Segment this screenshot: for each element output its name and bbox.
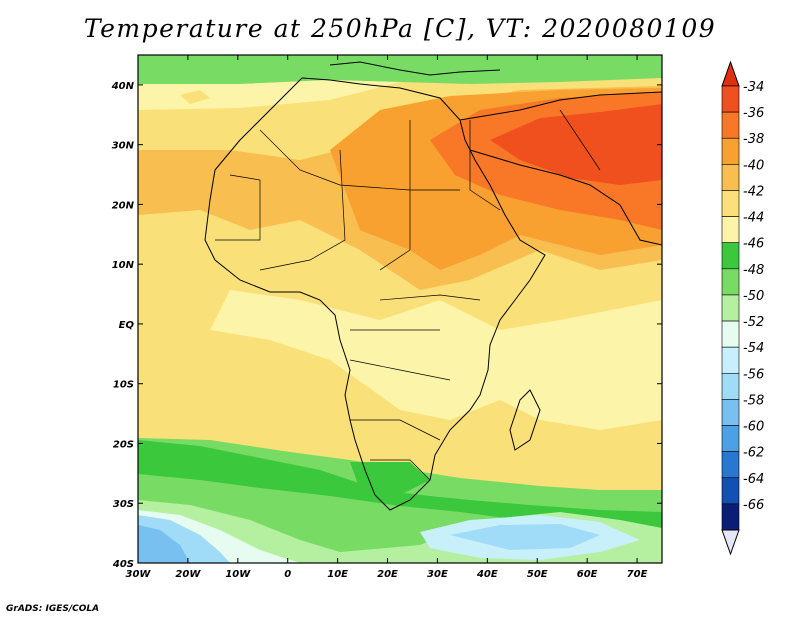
colorbar-swatch	[721, 451, 740, 479]
lon-tick-label: 10E	[327, 569, 348, 580]
lat-tick-label: 20S	[113, 439, 134, 450]
colorbar-swatch	[721, 85, 740, 113]
colorbar-label: -64	[743, 472, 764, 487]
colorbar-swatch	[721, 242, 740, 270]
lat-tick-label: 40N	[111, 81, 135, 92]
colorbar-label: -62	[743, 446, 764, 461]
lon-tick-label: 10W	[225, 569, 251, 580]
colorbar-label: -54	[743, 341, 764, 356]
colorbar-label: -52	[743, 315, 764, 330]
lon-tick-label: 0	[284, 569, 291, 580]
colorbar-swatch	[721, 137, 740, 165]
colorbar-label: -56	[743, 367, 764, 382]
colorbar-label: -66	[743, 498, 764, 513]
colorbar-label: -60	[743, 420, 764, 435]
colorbar-swatch	[721, 320, 740, 348]
colorbar-swatch	[721, 111, 740, 139]
grads-credit: GrADS: IGES/COLA	[6, 604, 100, 614]
map-title: Temperature at 250hPa [C], VT: 202008010…	[83, 14, 717, 43]
lon-tick-label: 50E	[527, 569, 548, 580]
colorbar-label: -36	[743, 106, 764, 121]
colorbar-swatch	[721, 477, 740, 505]
lon-tick-label: 30W	[126, 569, 152, 580]
colorbar-swatch	[721, 190, 740, 217]
temperature-field	[138, 55, 662, 563]
colorbar-swatch	[721, 503, 740, 531]
latitude-axis: 40N 30N 20N 10N EQ 10S 20S 30S 40S	[111, 81, 662, 570]
lat-tick-label: 10S	[113, 380, 134, 391]
lat-tick-label: 40S	[112, 559, 134, 570]
colorbar-swatch	[721, 346, 740, 374]
colorbar-label: -46	[743, 237, 764, 252]
colorbar-swatch	[721, 399, 740, 426]
colorbar-label: -58	[743, 393, 764, 408]
colorbar-top-arrow	[721, 60, 740, 87]
colorbar-label: -50	[743, 289, 764, 304]
colorbar-label: -40	[743, 158, 764, 173]
plot-frame	[137, 54, 663, 564]
lon-tick-label: 30E	[427, 569, 448, 580]
lon-tick-label: 20W	[175, 569, 201, 580]
colorbar-label: -42	[743, 184, 764, 199]
colorbar: -34 -36 -38 -40 -42 -44 -46 -48 -50 -52 -54 -56 -58 -…	[721, 60, 764, 556]
lon-tick-label: 70E	[627, 569, 648, 580]
colorbar-swatch	[721, 164, 740, 191]
colorbar-swatch	[721, 216, 740, 244]
colorbar-swatch	[721, 294, 740, 322]
country-borders	[215, 109, 601, 481]
colorbar-label: -34	[743, 80, 764, 95]
coastlines	[204, 61, 662, 511]
lat-tick-label: 10N	[112, 260, 135, 271]
longitude-axis: 30W 20W 10W 0 10E 20E 30E 40E 50E 60E 70E	[126, 55, 648, 580]
lat-tick-label: 30S	[113, 499, 134, 510]
colorbar-swatch	[721, 425, 740, 452]
lat-tick-label: 20N	[112, 200, 135, 211]
colorbar-bottom-arrow	[721, 529, 740, 556]
lon-tick-label: 60E	[577, 569, 598, 580]
lon-tick-label: 20E	[377, 569, 398, 580]
colorbar-label: -48	[743, 263, 764, 278]
lat-tick-label: EQ	[119, 320, 135, 331]
colorbar-swatch	[721, 372, 740, 400]
lon-tick-label: 40E	[476, 569, 498, 580]
colorbar-label: -44	[743, 211, 764, 226]
lat-tick-label: 30N	[112, 141, 135, 152]
colorbar-swatch	[721, 268, 740, 296]
colorbar-label: -38	[743, 132, 764, 147]
